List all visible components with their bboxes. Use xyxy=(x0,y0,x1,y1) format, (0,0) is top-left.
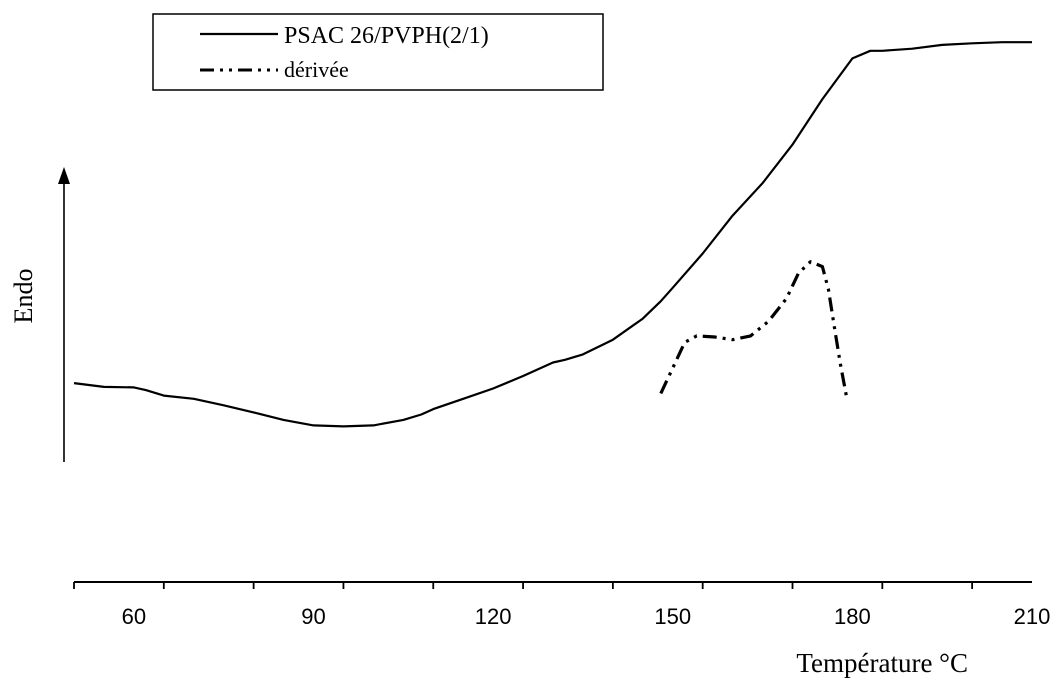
series-line-derivee xyxy=(659,260,848,397)
legend-label-psac: PSAC 26/PVPH(2/1) xyxy=(284,23,489,49)
y-axis-label: Endo xyxy=(9,269,38,324)
legend-label-derivee: dérivée xyxy=(284,57,349,82)
x-tick-label: 60 xyxy=(122,604,146,629)
legend-box xyxy=(152,13,604,91)
series-line-psac xyxy=(73,41,1032,428)
x-axis-label: Température °C xyxy=(796,648,968,678)
x-tick-label: 180 xyxy=(834,604,871,629)
x-tick-label: 210 xyxy=(1014,604,1051,629)
y-axis-arrow xyxy=(58,167,70,462)
x-ticks: 60 90 120 150 180 210 xyxy=(73,582,1051,629)
series-layer xyxy=(73,41,1032,428)
legend: PSAC 26/PVPH(2/1) dérivée xyxy=(152,13,604,91)
y-arrow-head xyxy=(58,167,70,184)
x-tick-label: 150 xyxy=(654,604,691,629)
x-tick-label: 120 xyxy=(475,604,512,629)
x-tick-label: 90 xyxy=(301,604,325,629)
